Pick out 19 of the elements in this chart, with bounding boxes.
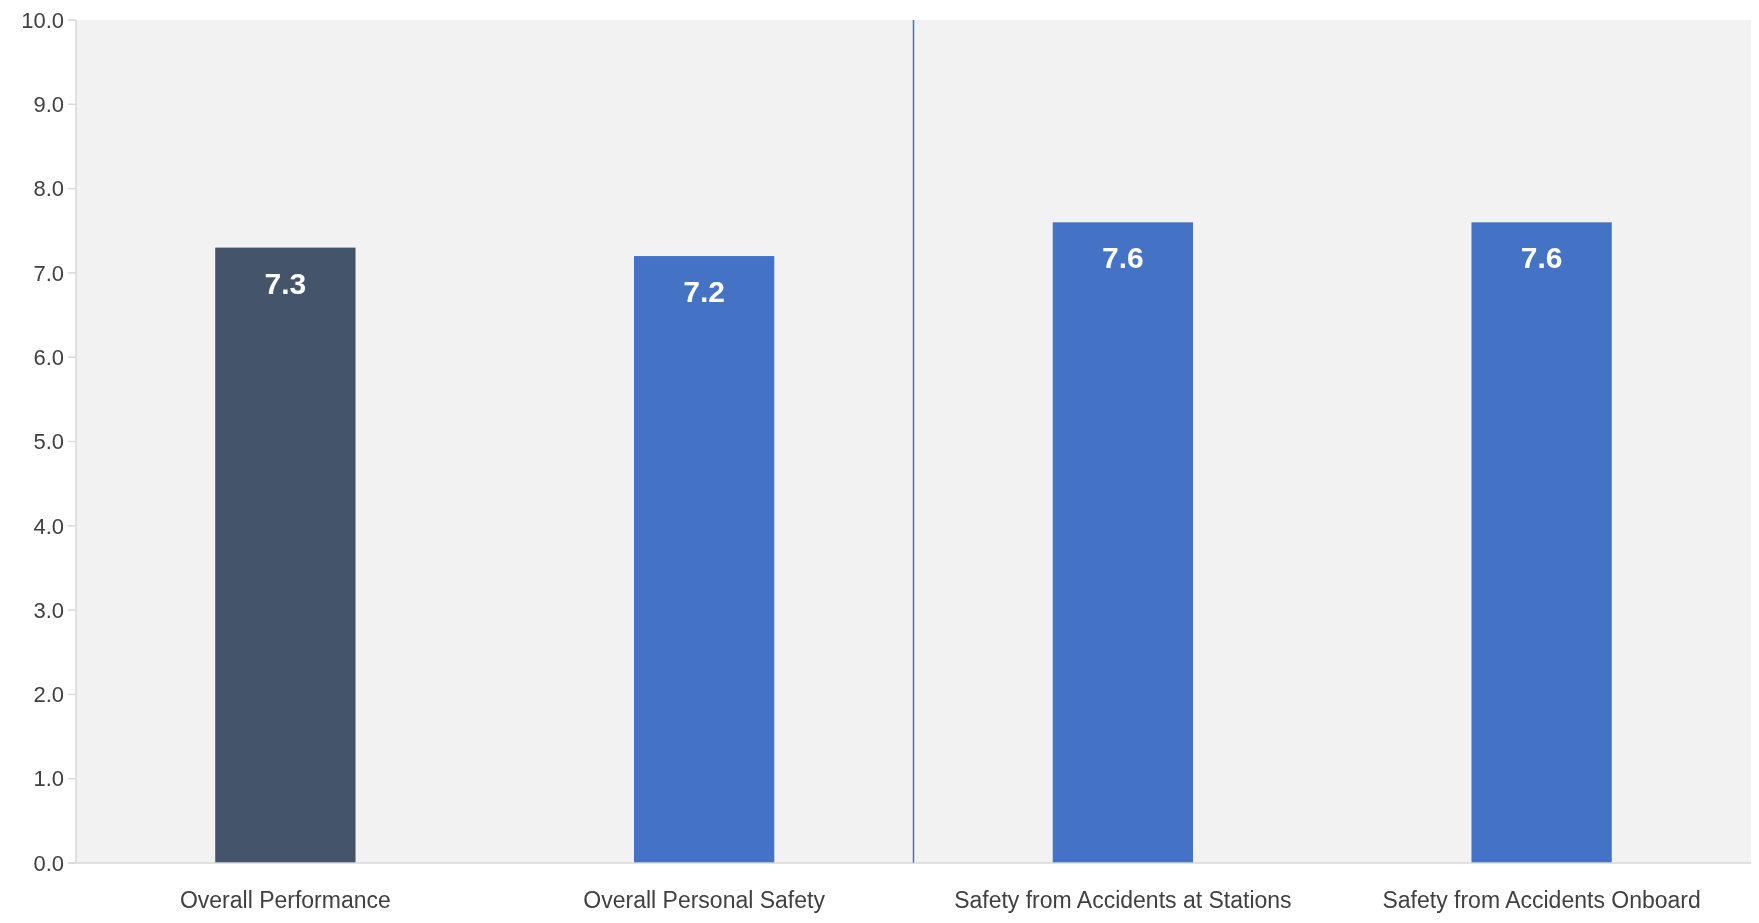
data-label: 7.6 xyxy=(1102,241,1144,275)
x-tick-label: Overall Personal Safety xyxy=(583,887,826,913)
data-label: 7.2 xyxy=(683,275,725,309)
y-tick-label: 7.0 xyxy=(33,260,64,286)
y-tick-label: 4.0 xyxy=(33,513,64,539)
y-tick-label: 8.0 xyxy=(33,176,64,202)
y-tick-label: 1.0 xyxy=(33,766,64,792)
x-tick-label: Safety from Accidents Onboard xyxy=(1382,887,1701,913)
x-tick-label: Overall Performance xyxy=(179,887,391,913)
data-label: 7.3 xyxy=(264,266,307,300)
y-tick-label: 10.0 xyxy=(21,7,64,33)
data-label: 7.6 xyxy=(1520,241,1563,275)
y-tick-label: 9.0 xyxy=(33,92,64,117)
y-tick-label: 3.0 xyxy=(33,597,64,623)
y-tick-label: 2.0 xyxy=(33,682,64,708)
y-tick-label: 0.0 xyxy=(33,850,64,876)
y-tick-label: 5.0 xyxy=(33,429,64,455)
y-tick-label: 6.0 xyxy=(33,344,64,370)
x-tick-label: Safety from Accidents at Stations xyxy=(954,887,1292,913)
